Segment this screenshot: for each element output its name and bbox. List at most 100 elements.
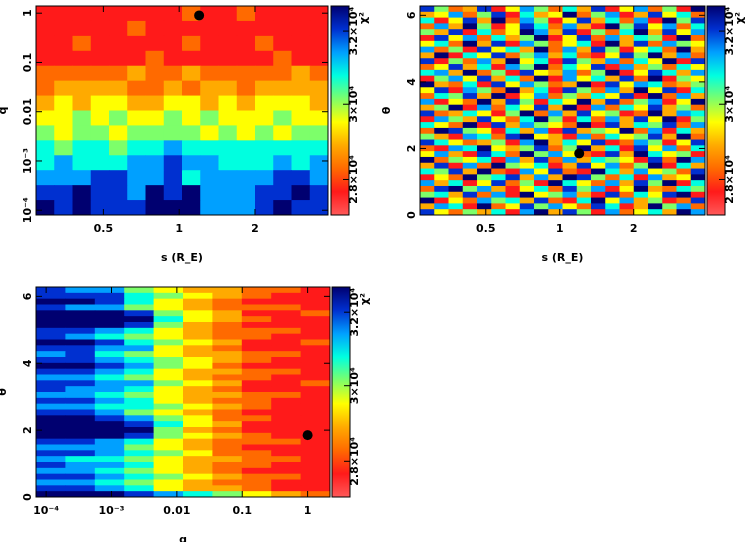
heatmap-cell [548,75,563,82]
heatmap-cell [648,168,663,175]
heatmap-cell [690,151,706,158]
heatmap-cell [236,155,256,171]
heatmap-cell [183,467,213,475]
heatmap-cell [127,65,146,82]
heatmap-cell [94,287,125,294]
heatmap-cell [648,46,663,53]
y-tick-label: 1 [21,9,34,17]
colorbar [330,5,350,216]
heatmap-cell [218,6,238,22]
heatmap-cell [548,185,563,193]
heatmap-cell [519,52,535,59]
heatmap-cell [548,209,563,216]
heatmap-cell [477,35,492,42]
heatmap-cell [273,95,292,111]
heatmap-cell [591,93,606,100]
heatmap-cell [448,29,464,36]
heatmap-cell [576,11,592,19]
heatmap-cell [534,69,549,77]
heatmap-cell [548,174,563,181]
heatmap-cell [153,467,184,475]
heatmap-cell [619,40,635,48]
heatmap-cell [591,81,606,88]
heatmap-cell [562,180,578,187]
heatmap-cell [124,345,155,352]
heatmap-cell [434,110,449,117]
heatmap-cell [648,127,663,135]
heatmap-cell [633,93,649,100]
heatmap-cell [462,17,478,24]
heatmap-cell [36,409,66,416]
heatmap-cell [183,485,213,492]
heatmap-cell [72,125,92,141]
heatmap-cell [36,392,66,399]
heatmap-cell [65,310,96,317]
heatmap-cell [477,209,492,216]
heatmap-cell [562,174,578,181]
heatmap-cell [491,174,506,181]
heatmap-cell [448,110,464,117]
heatmap-cell [271,421,302,428]
heatmap-cell [676,122,692,129]
heatmap-cell [420,64,435,71]
heatmap-cell [54,200,73,216]
heatmap-cell [505,23,521,30]
heatmap-cell [534,23,549,30]
heatmap-cell [605,127,620,135]
heatmap-cell [562,209,578,216]
x-tick-label: 0.1 [232,504,252,517]
heatmap-cell [241,298,272,305]
heatmap-cell [662,110,677,117]
heatmap-cell [36,110,55,126]
heatmap-cell [519,127,535,135]
heatmap-cell [153,298,184,305]
heatmap-cell [505,180,521,187]
heatmap-cell [90,140,110,156]
heatmap-cell [218,110,238,126]
heatmap-cell [648,191,663,199]
heatmap-cell [36,368,66,375]
heatmap-cell [505,197,521,204]
heatmap-cell [505,122,521,129]
heatmap-cell [548,46,563,53]
heatmap-cell [462,162,478,170]
heatmap-cell [241,392,272,399]
heatmap-cell [562,133,578,141]
heatmap-cell [72,110,92,126]
heatmap-cell [109,6,128,22]
heatmap-cell [65,362,96,370]
heatmap-cell [271,345,302,352]
heatmap-cell [505,87,521,94]
heatmap-cell [300,456,331,463]
heatmap-cell [519,81,535,88]
heatmap-cell [605,209,620,216]
heatmap-cell [605,122,620,129]
heatmap-cell [218,80,238,97]
heatmap-cell [212,444,243,451]
heatmap-cell [676,145,692,152]
heatmap-cell [462,122,478,129]
heatmap-cell [300,362,331,370]
heatmap-cell [605,69,620,77]
heatmap-cell [477,116,492,123]
heatmap-cell [65,357,96,364]
heatmap-cell [690,209,706,216]
heatmap-cell [36,65,55,82]
heatmap-cell [491,209,506,216]
plot-frame [35,5,329,216]
colorbar-label: χ² [358,293,371,305]
heatmap-cell [94,357,125,364]
heatmap-cell [576,197,592,204]
heatmap-cell [519,35,535,42]
heatmap-cell [145,95,165,111]
heatmap-cell [271,432,302,440]
heatmap-cell [182,110,201,126]
heatmap-cell [648,29,663,36]
heatmap-cell [548,162,563,170]
heatmap-cell [212,438,243,445]
heatmap-cell [534,40,549,48]
heatmap-cell [676,52,692,59]
heatmap-cell [163,95,183,111]
heatmap-cell [300,479,331,486]
